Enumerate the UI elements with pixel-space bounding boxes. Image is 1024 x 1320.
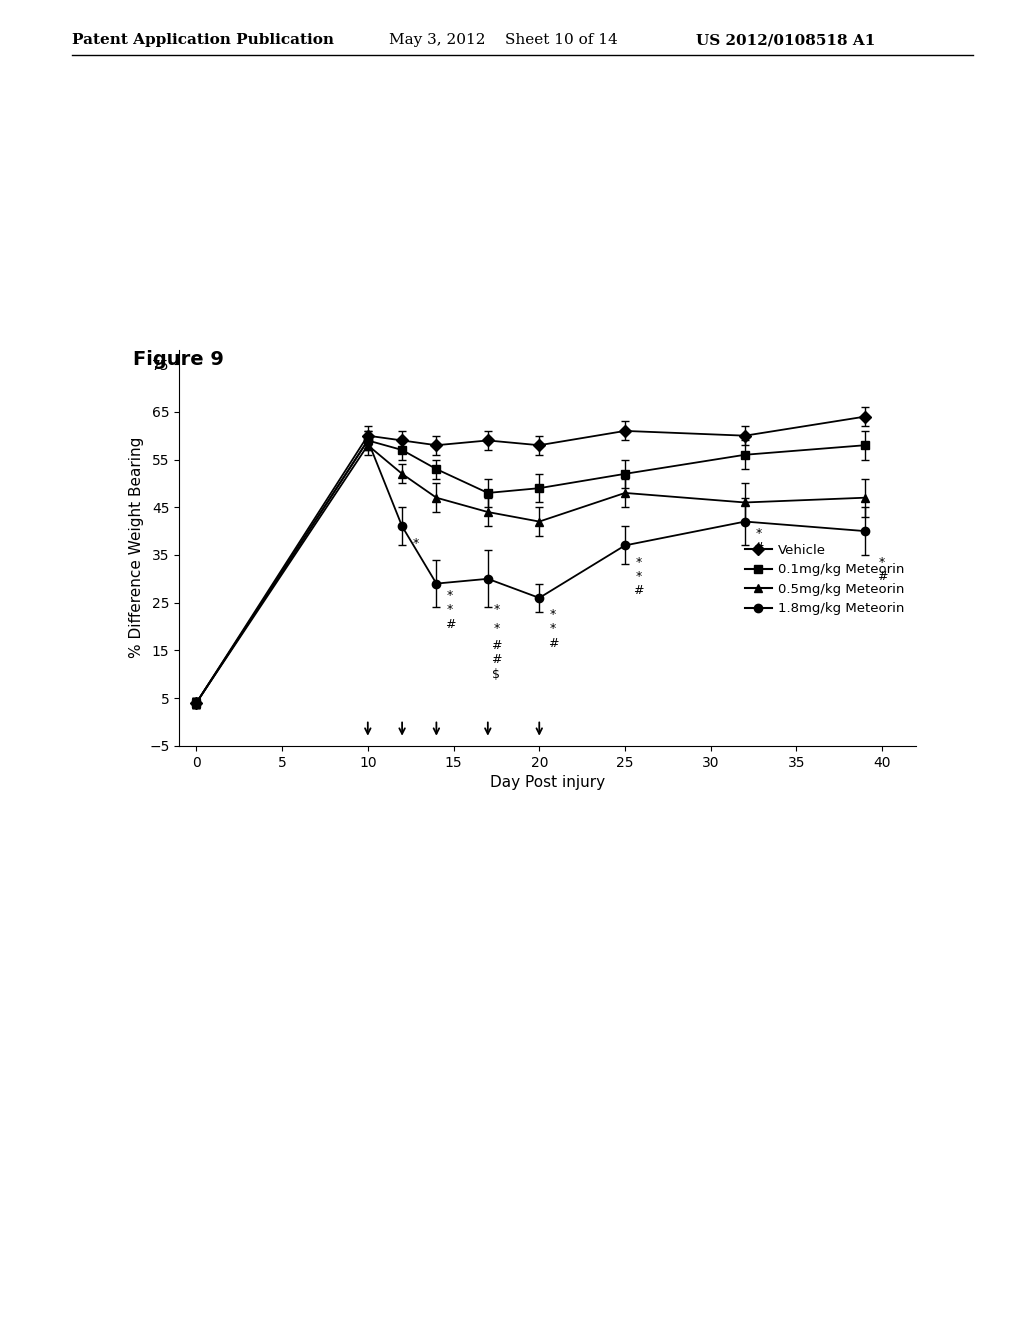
Text: *: * bbox=[447, 603, 454, 616]
Text: #: # bbox=[877, 570, 888, 583]
Text: $: $ bbox=[493, 668, 501, 681]
X-axis label: Day Post injury: Day Post injury bbox=[490, 775, 605, 791]
Text: #: # bbox=[634, 585, 644, 597]
Text: US 2012/0108518 A1: US 2012/0108518 A1 bbox=[696, 33, 876, 48]
Text: *: * bbox=[447, 589, 454, 602]
Text: *: * bbox=[413, 536, 419, 549]
Text: #: # bbox=[548, 636, 558, 649]
Text: #: # bbox=[492, 653, 502, 667]
Y-axis label: % Difference Weight Bearing: % Difference Weight Bearing bbox=[129, 437, 143, 659]
Text: #: # bbox=[754, 541, 764, 554]
Text: *: * bbox=[494, 603, 500, 616]
Text: Patent Application Publication: Patent Application Publication bbox=[72, 33, 334, 48]
Text: *: * bbox=[636, 556, 642, 569]
Text: *: * bbox=[879, 556, 886, 569]
Text: Figure 9: Figure 9 bbox=[133, 350, 224, 368]
Text: May 3, 2012    Sheet 10 of 14: May 3, 2012 Sheet 10 of 14 bbox=[389, 33, 617, 48]
Text: *: * bbox=[636, 570, 642, 583]
Text: *: * bbox=[494, 623, 500, 635]
Text: #: # bbox=[444, 618, 456, 631]
Text: *: * bbox=[550, 623, 556, 635]
Legend: Vehicle, 0.1mg/kg Meteorin, 0.5mg/kg Meteorin, 1.8mg/kg Meteorin: Vehicle, 0.1mg/kg Meteorin, 0.5mg/kg Met… bbox=[740, 539, 910, 620]
Text: #: # bbox=[492, 639, 502, 652]
Text: *: * bbox=[756, 527, 762, 540]
Text: *: * bbox=[550, 609, 556, 622]
